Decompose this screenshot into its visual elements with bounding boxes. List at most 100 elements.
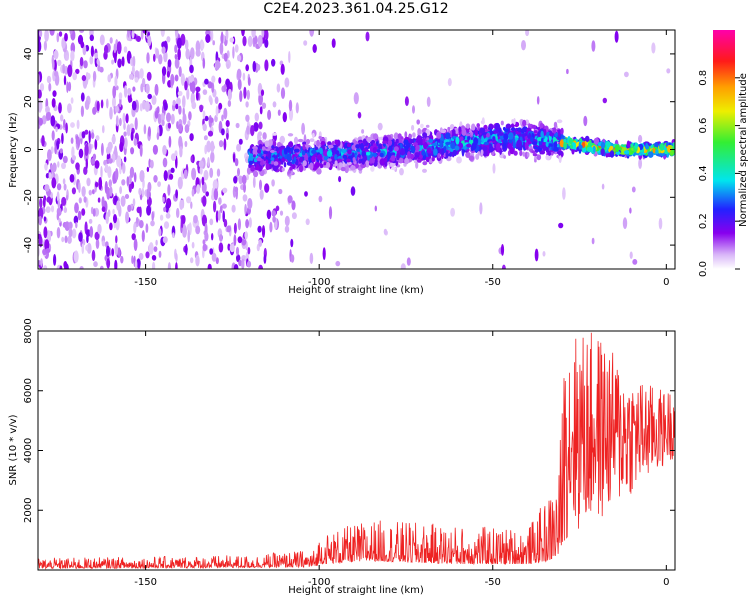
spectrogram-cell [177, 176, 183, 190]
spectrogram-cell [297, 138, 304, 143]
spectrogram-cell [229, 243, 235, 253]
spectrogram-cell [89, 55, 94, 65]
spectrogram-cell [417, 128, 422, 136]
spectrogram-cell [237, 218, 241, 231]
spectrogram-cell [161, 46, 166, 54]
spectrogram-cell [133, 138, 138, 146]
spectrogram-cell [645, 145, 649, 150]
spectrogram-cell [94, 231, 100, 241]
spectrogram-cell [461, 128, 467, 136]
spectrogram-cell [269, 221, 273, 233]
spectrogram-cell [512, 141, 517, 149]
spectrogram-cell [498, 138, 502, 143]
spectrogram-cell [84, 99, 90, 110]
spectrogram-cell [238, 177, 243, 185]
spectrogram-cell [60, 114, 64, 122]
spectrogram-cell [104, 44, 109, 55]
spectrogram-cell [176, 207, 180, 219]
spectrogram-cell [170, 73, 175, 86]
y-tick-label: 40 [23, 48, 34, 61]
spectrogram-cell [536, 96, 540, 105]
spectrogram-cell [85, 229, 91, 237]
spectrogram-cell [241, 174, 247, 185]
spectrogram-cell [81, 131, 86, 139]
spectrogram-cell [445, 150, 449, 159]
spectrogram-cell [97, 223, 102, 235]
spectrogram-cell [167, 59, 172, 68]
spectrogram-cell [161, 66, 167, 76]
spectrogram-cell [151, 211, 154, 222]
spectrogram-cell [233, 222, 237, 234]
y-tick-label: -20 [23, 189, 34, 205]
spectrogram-cell [390, 152, 396, 157]
spectrogram-cell [170, 113, 175, 125]
spectrogram-cell [107, 209, 111, 217]
spectrogram-cell [234, 44, 239, 53]
spectrogram-cell [273, 161, 279, 166]
spectrogram-cell [626, 140, 631, 148]
spectrogram-cell [190, 257, 194, 264]
spectrogram-cell [542, 251, 546, 257]
spectrogram-cell [178, 135, 183, 149]
spectrogram-cell [200, 41, 205, 50]
spectrogram-cell [500, 120, 504, 126]
spectrogram-cell [205, 191, 209, 197]
spectrogram-cell [340, 166, 346, 172]
spectrogram-cell [250, 125, 255, 137]
spectrogram-cell [251, 30, 256, 38]
spectrogram-cell [399, 168, 404, 176]
spectrogram-cell [247, 35, 253, 48]
spectrogram-cell [54, 144, 57, 155]
spectrogram-cell [237, 167, 240, 177]
spectrogram-cell [481, 117, 485, 125]
spectrogram-cell [387, 151, 391, 160]
spectrogram-cell [139, 170, 145, 183]
spectrogram-cell [404, 157, 409, 165]
spectrogram-cell [456, 156, 462, 164]
snr-panel: -150 -100 -50 0 2000 4000 6000 8000 Height of … [8, 318, 676, 596]
spectrogram-cell [151, 255, 156, 261]
spectrogram-cell [357, 111, 362, 119]
spectrogram-cell [147, 126, 151, 137]
spectrogram-cell [334, 160, 338, 167]
spectrogram-cell [51, 177, 57, 189]
spectrogram-cell [125, 211, 130, 224]
spectrogram-cell [75, 221, 78, 229]
spectrogram-cell [303, 40, 308, 46]
spectrogram-cell [136, 206, 142, 214]
spectrogram-cell [177, 90, 183, 97]
spectrogram-cell [202, 239, 206, 245]
spectrogram-cell [477, 126, 480, 131]
spectrogram-cell [355, 144, 360, 149]
spectrogram-cell [167, 184, 171, 196]
spectrogram-cell [258, 121, 263, 130]
spectrogram-cell [316, 139, 320, 147]
spectrogram-cell [156, 132, 160, 141]
spectrogram-cell [503, 155, 506, 159]
spectrogram-cell [93, 261, 98, 268]
spectrogram-cell [141, 187, 145, 198]
colorbar-tick-label: 0.4 [698, 165, 709, 181]
spectrogram-cell [534, 248, 539, 262]
spectrogram-cell [207, 263, 212, 269]
spectrogram-cell [531, 150, 536, 154]
spectrogram-cell [202, 123, 207, 132]
spectrogram-cell [433, 148, 438, 156]
spectrogram-cell [543, 128, 547, 136]
spectrogram-cell [563, 138, 567, 143]
spectrogram-cell [207, 157, 210, 167]
spectrogram-cell [215, 257, 219, 265]
spectrogram-cell [431, 142, 437, 148]
spectrogram-cell [415, 161, 419, 169]
spectrogram-cell [88, 130, 91, 144]
spectrogram-cell [372, 133, 379, 140]
spectrogram-cell [191, 167, 197, 181]
spectrogram-cell [492, 136, 496, 141]
spectrogram-cell [98, 177, 103, 190]
spectrogram-cell [142, 30, 148, 34]
spectrogram-cell [441, 148, 445, 156]
spectrogram-cell [209, 117, 214, 123]
spectrogram-cell [261, 102, 267, 109]
spectrogram-cell [159, 214, 164, 221]
spectrogram-cell [68, 228, 73, 238]
